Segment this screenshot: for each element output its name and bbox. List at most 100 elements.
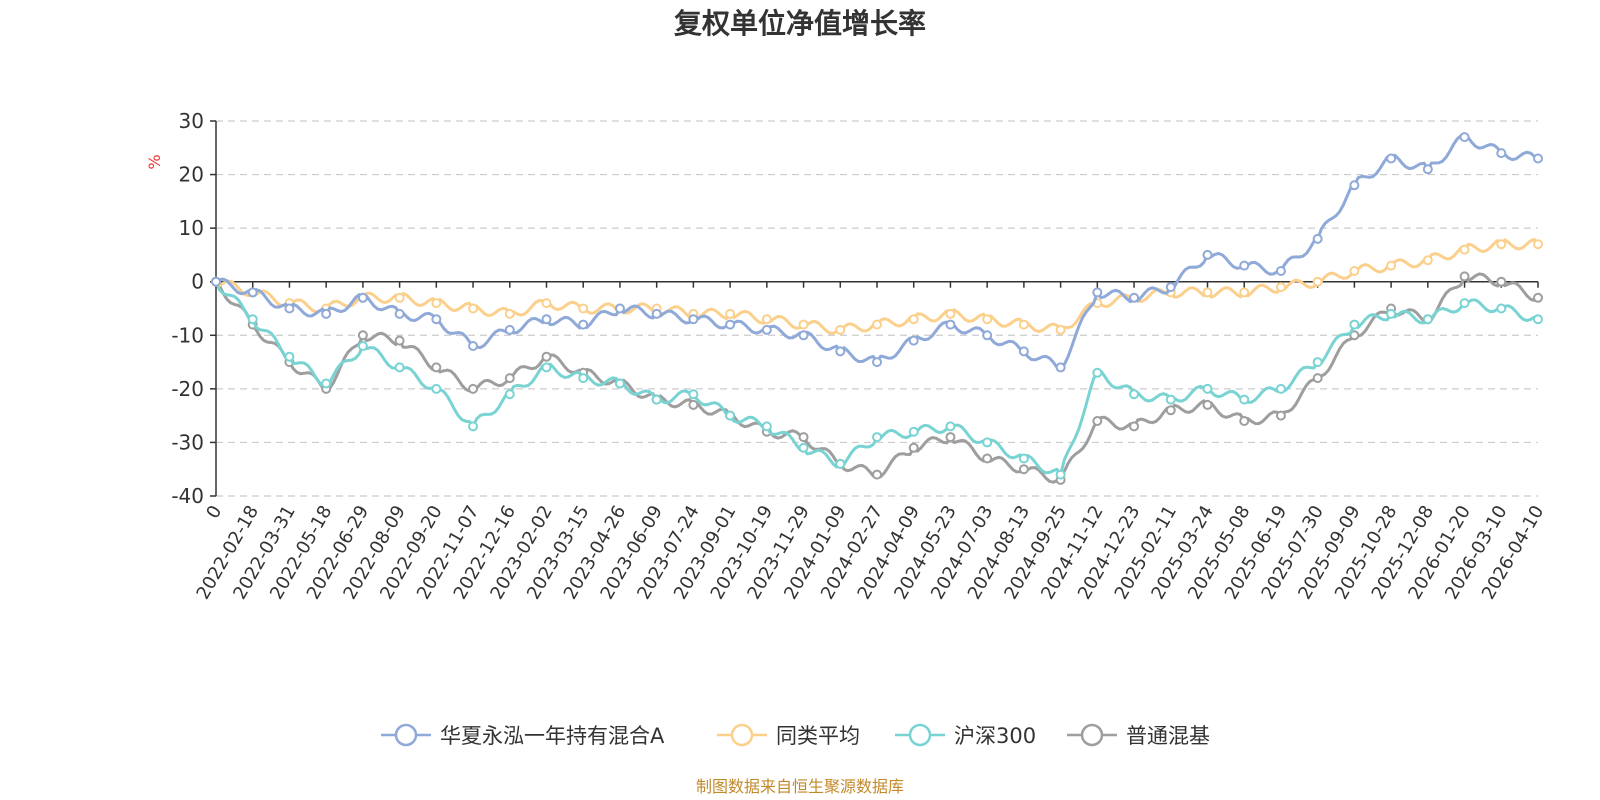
series-point — [1092, 367, 1103, 378]
legend-circle-icon — [730, 723, 754, 747]
series-point — [1165, 405, 1176, 416]
series-point — [798, 432, 809, 443]
series-point — [541, 314, 552, 325]
series-point — [982, 330, 993, 341]
series-point — [945, 308, 956, 319]
series-point — [541, 362, 552, 373]
series-point — [908, 335, 919, 346]
series-point — [908, 442, 919, 453]
series-point — [1055, 469, 1066, 480]
series-point — [284, 351, 295, 362]
series-point — [578, 373, 589, 384]
series-point — [431, 362, 442, 373]
series-point — [578, 319, 589, 330]
series-point — [725, 319, 736, 330]
legend-item[interactable]: 华夏永泓一年持有混合A — [381, 723, 665, 748]
series-point — [1129, 292, 1140, 303]
series-point — [431, 314, 442, 325]
legend-circle-icon — [394, 723, 418, 747]
series-point — [1239, 394, 1250, 405]
series-line — [214, 272, 1539, 484]
series-point — [1092, 287, 1103, 298]
series-point — [321, 378, 332, 389]
series-point — [541, 351, 552, 362]
series-point — [1533, 153, 1543, 164]
series-point — [725, 410, 736, 421]
y-tick-label: 30 — [179, 109, 204, 133]
series-point — [761, 421, 772, 432]
series-point — [1202, 399, 1213, 410]
series-point — [1496, 303, 1507, 314]
series-point — [1202, 287, 1213, 298]
chart-title: 复权单位净值增长率 — [674, 7, 926, 40]
series-point — [394, 308, 405, 319]
series-point — [1386, 153, 1397, 164]
series-point — [1496, 239, 1507, 250]
y-tick-label: -30 — [171, 430, 204, 454]
series-point — [1422, 255, 1433, 266]
series-point — [1312, 373, 1323, 384]
series-point — [211, 276, 221, 287]
series-point — [688, 314, 699, 325]
data-source-note: 制图数据来自恒生聚源数据库 — [696, 777, 904, 796]
series-lines — [211, 132, 1543, 485]
series-point — [982, 453, 993, 464]
series-point — [614, 378, 625, 389]
series-point — [1386, 260, 1397, 271]
series-point — [872, 469, 882, 480]
series-point — [394, 362, 405, 373]
series-point — [504, 373, 515, 384]
series-point — [1312, 233, 1323, 244]
series-point — [1129, 421, 1140, 432]
series-point — [835, 458, 846, 469]
series-point — [1496, 148, 1507, 159]
series-point — [1202, 383, 1213, 394]
series-point — [1165, 394, 1176, 405]
series-point — [468, 421, 479, 432]
series-point — [614, 303, 625, 314]
series-point — [357, 292, 368, 303]
series-point — [1165, 282, 1176, 293]
series-point — [945, 319, 956, 330]
series-point — [1275, 410, 1286, 421]
series-point — [431, 298, 442, 309]
series-point — [504, 308, 515, 319]
series-point — [321, 308, 332, 319]
y-tick-label: 0 — [191, 270, 204, 294]
series-point — [872, 319, 882, 330]
series-point — [1275, 266, 1286, 276]
series-point — [1349, 319, 1360, 330]
legend-item[interactable]: 同类平均 — [717, 723, 860, 748]
legend-item[interactable]: 普通混基 — [1067, 723, 1210, 748]
series-point — [835, 346, 846, 357]
x-tick-label: 0 — [202, 502, 226, 522]
legend-label: 普通混基 — [1126, 724, 1210, 748]
series-point — [1533, 239, 1543, 250]
series-point — [1349, 266, 1360, 276]
legend-label: 同类平均 — [776, 724, 860, 748]
y-tick-label: 20 — [179, 163, 204, 187]
series-point — [504, 324, 515, 335]
series-point — [1129, 389, 1140, 400]
series-point — [872, 357, 882, 368]
series-point — [908, 426, 919, 437]
series-point — [247, 287, 258, 298]
legend-circle-icon — [908, 723, 932, 747]
series-point — [1018, 464, 1029, 475]
series-point — [357, 341, 368, 351]
series-point — [688, 399, 699, 410]
series-point — [1018, 346, 1029, 357]
series-point — [394, 292, 405, 303]
series-point — [1018, 319, 1029, 330]
series-point — [1202, 249, 1213, 260]
series-point — [798, 330, 809, 341]
legend[interactable]: 华夏永泓一年持有混合A 同类平均 沪深300 普通混基 — [381, 723, 1210, 748]
legend-item[interactable]: 沪深300 — [895, 723, 1036, 748]
legend-label: 华夏永泓一年持有混合A — [440, 724, 665, 748]
series-line — [215, 134, 1539, 369]
series-point — [247, 314, 258, 325]
series-point — [1459, 271, 1470, 282]
series-point — [945, 432, 956, 443]
y-tick-label: -40 — [171, 484, 204, 508]
